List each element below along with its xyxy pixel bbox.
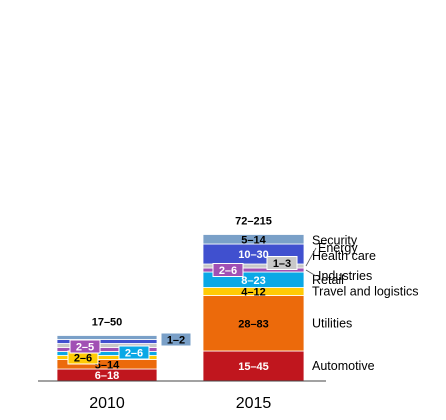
total-label-2015: 72–215 [235,216,272,228]
x-tick-label-2015: 2015 [236,395,272,412]
segment-label-automotive-2015: 15–45 [238,361,269,373]
callout-box-industries-2010 [69,339,101,354]
segment-label-utilities-2010: 5–14 [95,359,120,371]
legend-label-travel-and-logistics: Travel and logistics [312,285,419,299]
callout-box-security-2010 [160,332,192,347]
bar-segment-security-2015 [202,234,305,245]
totals-group: 17–50 72–215 [92,216,272,329]
segment-label-industries-2015: 2–6 [219,265,237,277]
bar-segment-automotive-2015 [202,350,305,382]
segment-label-security-2015: 5–14 [241,234,266,246]
segment-label-energy-2015: 1–3 [273,258,291,270]
bar-segment-security-2010 [56,335,158,340]
segment-label-industries-2010: 2–5 [76,342,94,354]
legend-label-automotive: Automotive [312,359,375,373]
x-tick-label-2010: 2010 [89,395,125,412]
segment-label-health-care-2015: 10–30 [238,249,269,261]
legend-label-industries: Industries [318,269,372,283]
segment-label-travel-and-logistics-2015: 4–12 [241,287,265,299]
legend-label-health-care: Health care [312,249,376,263]
callout-box-energy-2015 [266,256,298,270]
segment-label-retail-2010: 2–6 [125,348,143,360]
leader-line-energy [305,247,317,267]
legend-label-energy: Energy [318,241,358,255]
x-axis-labels: 2010 2015 [89,395,271,412]
callout-box-retail-2010 [118,345,150,360]
segment-label-travel-and-logistics-2010: 2–6 [74,353,92,365]
legend-label-retail: Retail [312,273,344,287]
legend-label-utilities: Utilities [312,316,352,330]
legend-group: Automotive Utilities Travel and logisticsR… [305,234,419,373]
segment-label-retail-2015: 8–23 [241,275,265,287]
total-label-2010: 17–50 [92,317,123,329]
bars-group [56,234,305,382]
segment-label-utilities-2015: 28–83 [238,318,269,330]
leader-line-industries [305,269,317,277]
callout-box-industries-2015 [212,263,244,277]
legend-label-security: Security [312,234,358,248]
segment-label-security-2010: 1–2 [167,335,185,347]
segment-label-automotive-2010: 6–18 [95,370,119,382]
callouts-group: 6–185–142–6 2–62–51–215–4528–834–128–2310… [67,234,298,382]
